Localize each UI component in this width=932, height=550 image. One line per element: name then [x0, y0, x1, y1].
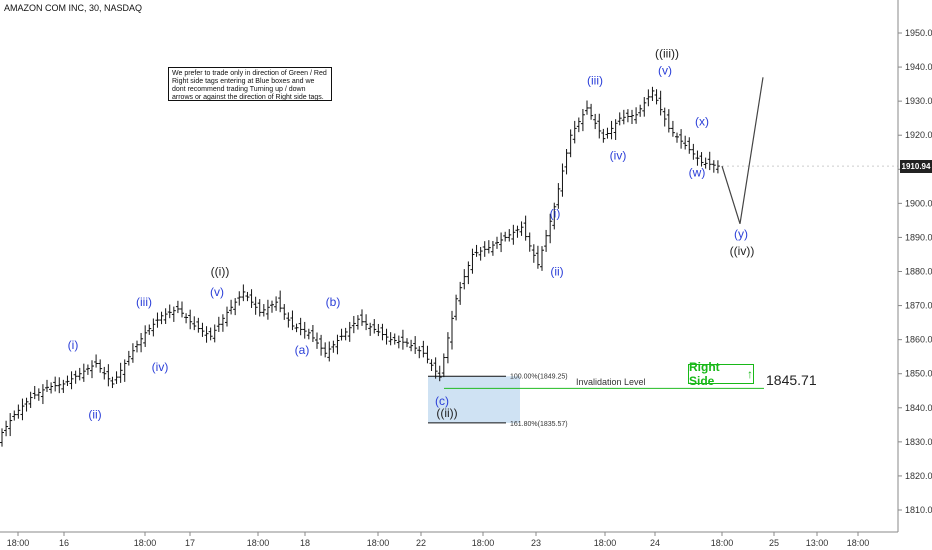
fib-zone: 100.00%(1849.25) 161.80%(1835.57) — [428, 373, 764, 428]
wave-labels: (i) (ii) (iii) (iv) (v) ((i)) (a) (b) (c)((ii)) (… — [68, 46, 755, 421]
wave-label: (v) — [210, 285, 224, 299]
x-tick-label: 18 — [300, 538, 310, 548]
y-tick-label: 1950.00 — [905, 28, 932, 38]
x-tick-label: 24 — [650, 538, 660, 548]
x-tick-label: 18:00 — [134, 538, 157, 548]
wave-label: (i) — [550, 207, 561, 221]
wave-label: (ii) — [88, 408, 101, 422]
wave-label: (iv) — [152, 360, 169, 374]
x-tick-label: 18:00 — [472, 538, 495, 548]
y-tick-label: 1860.00 — [905, 335, 932, 345]
y-axis: 1810.00 1820.00 1830.00 1840.00 1850.00 1860.… — [897, 0, 932, 532]
right-side-tag: Right Side ↑ — [688, 360, 754, 388]
wave-label: (iii) — [587, 74, 603, 88]
current-price-tag: 1910.94 — [900, 160, 932, 173]
invalidation-label: Invalidation Level — [576, 377, 646, 387]
wave-label: (w) — [689, 166, 706, 180]
x-axis: 18:00 16 18:00 17 18:00 18 18:00 22 18:00 23 18:00… — [0, 531, 898, 548]
wave-label: (i) — [68, 338, 79, 352]
y-tick-label: 1890.00 — [905, 232, 932, 242]
x-tick-label: 18:00 — [594, 538, 617, 548]
x-tick-label: 17 — [185, 538, 195, 548]
y-tick-label: 1840.00 — [905, 403, 932, 413]
x-tick-label: 18:00 — [711, 538, 734, 548]
wave-label: (v) — [658, 63, 672, 77]
blue-box — [428, 376, 520, 423]
fib-100-label: 100.00%(1849.25) — [510, 373, 568, 380]
x-tick-label: 25 — [769, 538, 779, 548]
y-tick-label: 1880.00 — [905, 267, 932, 277]
wave-label: (y) — [734, 227, 748, 241]
right-side-label: Right Side — [689, 360, 720, 388]
y-tick-label: 1810.00 — [905, 505, 932, 515]
x-tick-label: 22 — [416, 538, 426, 548]
wave-label: ((iii)) — [655, 46, 679, 60]
y-tick-label: 1830.00 — [905, 437, 932, 447]
projection-line — [721, 77, 764, 224]
x-tick-label: 23 — [531, 538, 541, 548]
y-tick-label: 1900.00 — [905, 198, 932, 208]
fib-161-label: 161.80%(1835.57) — [510, 421, 568, 428]
wave-label: ((ii)) — [436, 406, 457, 420]
wave-label: ((iv)) — [730, 244, 755, 258]
x-tick-label: 18:00 — [847, 538, 870, 548]
ohlc-bars — [0, 86, 898, 447]
up-arrow-icon: ↑ — [747, 367, 753, 381]
y-tick-label: 1940.00 — [905, 62, 932, 72]
wave-label: ((i)) — [211, 265, 230, 279]
x-tick-label: 13:00 — [806, 538, 829, 548]
x-tick-label: 18:00 — [367, 538, 390, 548]
x-tick-label: 18:00 — [7, 538, 30, 548]
wave-label: (c) — [435, 394, 449, 408]
y-tick-label: 1870.00 — [905, 301, 932, 311]
wave-label: (iv) — [610, 149, 627, 163]
y-tick-label: 1930.00 — [905, 96, 932, 106]
wave-label: (ii) — [550, 265, 563, 279]
invalidation-value: 1845.71 — [766, 372, 817, 388]
y-tick-label: 1920.00 — [905, 130, 932, 140]
chart-title: AMAZON COM INC, 30, NASDAQ — [4, 3, 143, 13]
y-tick-label: 1820.00 — [905, 471, 932, 481]
y-tick-label: 1850.00 — [905, 369, 932, 379]
wave-label: (b) — [326, 295, 341, 309]
wave-label: (x) — [695, 115, 709, 129]
x-tick-label: 18:00 — [247, 538, 270, 548]
trading-notice: We prefer to trade only in direction of … — [168, 67, 332, 101]
x-tick-label: 16 — [59, 538, 69, 548]
wave-label: (iii) — [136, 295, 152, 309]
wave-label: (a) — [295, 343, 310, 357]
projection-path — [721, 77, 764, 224]
